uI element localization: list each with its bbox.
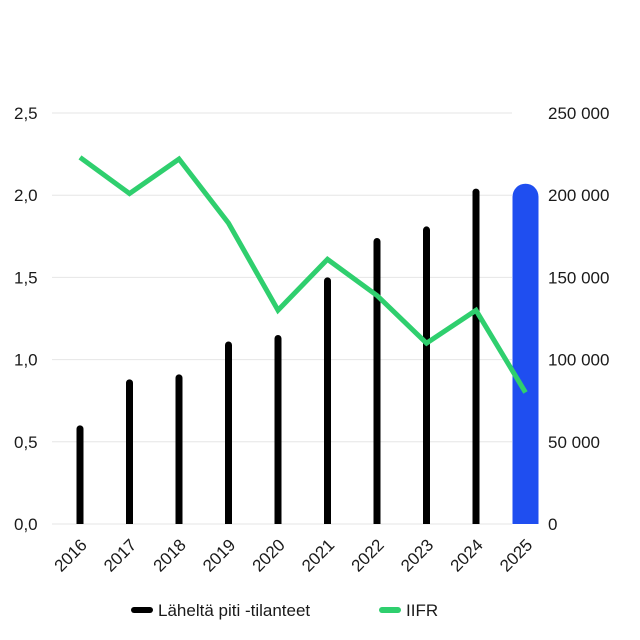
bar-2020 [274,334,282,524]
bar-2022 [373,237,381,524]
bar-base-2024 [472,520,480,524]
grid-lines [52,112,512,525]
left-tick-label: 1,0 [14,351,38,370]
bar-base-2023 [423,520,430,524]
bar-2019 [225,341,232,524]
x-tick-label: 2022 [348,535,388,575]
bar-2025 [512,183,539,524]
legend: Läheltä piti -tilanteet IIFR [131,601,438,620]
x-tick-label: 2019 [199,535,239,575]
bar-base-2021 [324,520,331,524]
bar-2021 [324,277,331,524]
x-tick-label: 2025 [496,535,536,575]
left-tick-label: 2,5 [14,104,38,123]
iifr-line [78,155,528,394]
left-tick-label: 0,5 [14,433,38,452]
bar-base-2019 [225,520,232,524]
bar-2016 [76,425,84,524]
bar-series [76,183,539,524]
right-axis-ticks: 0 50 000 100 000 150 000 200 000 250 000 [548,104,609,534]
bar-2023 [423,226,430,524]
left-tick-label: 0,0 [14,515,38,534]
legend-label-line: IIFR [406,601,438,620]
right-tick-label: 50 000 [548,433,600,452]
bar-base-2020 [274,520,282,524]
left-tick-label: 1,5 [14,268,38,287]
right-tick-label: 150 000 [548,268,609,287]
left-tick-label: 2,0 [14,186,38,205]
left-axis-ticks: 0,0 0,5 1,0 1,5 2,0 2,5 [14,104,38,534]
x-tick-label: 2020 [249,535,289,575]
x-tick-label: 2024 [447,535,487,575]
bar-base-2017 [126,520,133,524]
bar-2024 [472,188,480,524]
x-tick-label: 2018 [150,535,190,575]
x-tick-label: 2021 [298,535,338,575]
bar-base-2016 [76,520,84,524]
right-tick-label: 250 000 [548,104,609,123]
right-tick-label: 100 000 [548,351,609,370]
x-tick-label: 2017 [100,535,140,575]
bar-2018 [175,374,183,524]
bar-base-2025 [512,511,539,524]
right-tick-label: 200 000 [548,186,609,205]
bar-base-2018 [175,520,183,524]
bar-base-2022 [373,520,381,524]
line-series [78,155,528,394]
bar-2017 [126,379,133,524]
legend-label-bars: Läheltä piti -tilanteet [158,601,310,620]
x-tick-label: 2016 [51,535,91,575]
x-tick-label: 2023 [397,535,437,575]
right-tick-label: 0 [548,515,557,534]
x-axis-ticks: 2016 2017 2018 2019 2020 2021 2022 2023 2024 2025 [51,535,537,575]
